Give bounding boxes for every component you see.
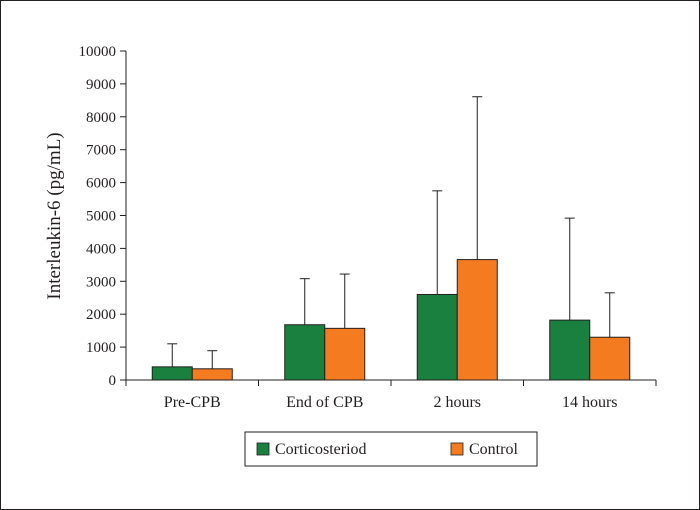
y-tick-label-10: 10000 — [79, 44, 117, 60]
x-tick-label-2: 2 hours — [433, 394, 481, 411]
bar-0-3 — [549, 319, 591, 381]
legend-swatch-corticosteroid — [256, 442, 270, 456]
y-tick-label-0: 0 — [109, 373, 117, 389]
x-tick-label-1: End of CPB — [286, 394, 363, 411]
bars — [151, 259, 631, 381]
y-tick-label-3: 3000 — [86, 274, 116, 290]
y-axis-label: Interleukin-6 (pg/mL) — [44, 132, 65, 299]
bar-0-0 — [151, 366, 193, 381]
y-tick-label-5: 5000 — [86, 209, 116, 225]
bar-1-0 — [191, 368, 233, 381]
y-tick-label-4: 4000 — [86, 241, 116, 257]
legend-box — [244, 431, 538, 467]
legend-label-corticosteroid: Corticosteriod — [275, 441, 367, 458]
error-bars — [167, 96, 615, 369]
x-tick-label-0: Pre-CPB — [164, 394, 221, 411]
legend: Corticosteriod Control — [244, 431, 538, 467]
bar-1-2 — [456, 259, 498, 381]
bar-0-1 — [284, 324, 326, 381]
y-tick-label-1: 1000 — [86, 340, 116, 356]
y-tick-label-7: 7000 — [86, 143, 116, 159]
axes: Pre-CPB End of CPB 2 hours 14 hours 0 1000 200… — [79, 44, 657, 411]
y-tick-label-8: 8000 — [86, 110, 116, 126]
y-tick-label-2: 2000 — [86, 307, 116, 323]
x-tick-label-3: 14 hours — [562, 394, 618, 411]
bar-0-2 — [416, 293, 458, 381]
bar-1-3 — [589, 336, 631, 381]
y-tick-label-6: 6000 — [86, 176, 116, 192]
y-tick-label-9: 9000 — [86, 77, 116, 93]
bar-1-1 — [324, 327, 366, 381]
legend-label-control: Control — [469, 441, 518, 458]
legend-swatch-control — [450, 442, 464, 456]
